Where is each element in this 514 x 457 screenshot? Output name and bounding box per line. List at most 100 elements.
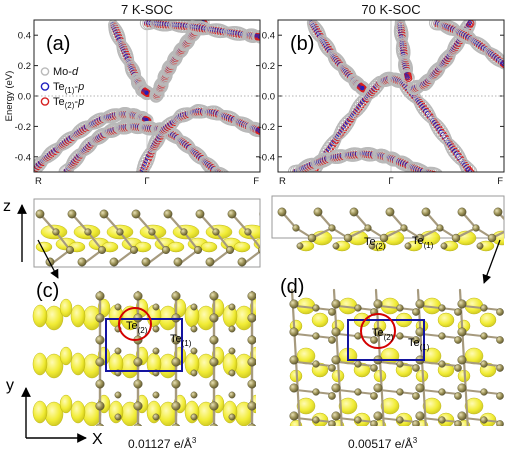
atom bbox=[190, 347, 198, 355]
atom bbox=[247, 401, 256, 411]
band-point-mo bbox=[215, 167, 229, 172]
band-point-te2 bbox=[500, 60, 504, 69]
atom bbox=[480, 416, 488, 424]
atom bbox=[454, 336, 462, 344]
atom bbox=[457, 327, 467, 337]
atom bbox=[35, 209, 45, 219]
atom bbox=[480, 360, 488, 368]
atom bbox=[109, 257, 119, 267]
atom bbox=[247, 357, 256, 367]
density-lobe bbox=[464, 397, 484, 415]
atom bbox=[421, 207, 431, 217]
atom bbox=[228, 303, 236, 311]
band-point-mo bbox=[355, 81, 370, 96]
band-point-te1 bbox=[360, 85, 365, 91]
atom bbox=[487, 233, 497, 243]
bond bbox=[278, 250, 294, 262]
atom bbox=[331, 299, 341, 309]
band-point-mo bbox=[447, 41, 462, 55]
plot-a-legend: Mo-d Te(1)-pTe(2)-p bbox=[40, 66, 84, 110]
atom bbox=[289, 327, 299, 337]
atom bbox=[171, 357, 181, 367]
atom bbox=[354, 304, 362, 312]
atom bbox=[171, 401, 181, 411]
highlight-circle-c bbox=[118, 307, 152, 341]
band-point-mo bbox=[429, 168, 443, 172]
ytick-label: -0.4 bbox=[259, 152, 275, 163]
atom bbox=[173, 257, 183, 267]
atom bbox=[496, 392, 504, 400]
atom bbox=[209, 423, 219, 426]
band-point-mo bbox=[336, 120, 352, 135]
band-point-te2 bbox=[435, 171, 439, 172]
plot-a-bands bbox=[34, 20, 260, 179]
band-point-mo bbox=[429, 118, 443, 132]
atom bbox=[209, 357, 219, 367]
band-point-te1 bbox=[219, 173, 223, 177]
atom bbox=[171, 423, 181, 426]
unit-cell-c bbox=[105, 318, 183, 372]
band-point-mo bbox=[212, 166, 226, 172]
band-point-te1 bbox=[432, 172, 436, 176]
band-point-mo bbox=[460, 160, 474, 172]
atom bbox=[400, 224, 408, 232]
atom bbox=[472, 224, 480, 232]
band-point-te2 bbox=[220, 173, 226, 179]
atom bbox=[114, 347, 122, 355]
atom bbox=[152, 325, 160, 333]
highlight-circle-d bbox=[360, 313, 396, 349]
atom bbox=[364, 224, 372, 232]
y-axis-label: y bbox=[6, 377, 14, 394]
band-point-te1 bbox=[138, 173, 142, 177]
atom bbox=[454, 364, 462, 372]
band-point-te2 bbox=[432, 171, 438, 172]
density-lobe bbox=[200, 241, 218, 253]
atom bbox=[131, 209, 141, 219]
atom bbox=[289, 383, 299, 393]
panel-c-label: (c) bbox=[36, 280, 59, 302]
band-point-mo bbox=[464, 20, 477, 30]
density-lobe bbox=[380, 397, 400, 415]
atom bbox=[133, 291, 143, 301]
atom bbox=[476, 242, 484, 250]
atom bbox=[133, 423, 143, 426]
side-te1-label: Te(1) bbox=[412, 235, 434, 250]
density-lobe bbox=[70, 400, 86, 424]
top-view-c-atoms bbox=[32, 290, 256, 426]
density-lobe bbox=[59, 346, 73, 366]
xtick-label: R bbox=[35, 176, 42, 187]
bond bbox=[54, 230, 72, 252]
bond bbox=[150, 230, 168, 252]
band-point-te2 bbox=[467, 168, 475, 172]
band-point-mo bbox=[216, 168, 229, 172]
band-point-mo bbox=[139, 85, 155, 101]
atom bbox=[354, 388, 362, 396]
atom bbox=[412, 364, 420, 372]
plot-b-title: 70 K-SOC bbox=[361, 2, 420, 17]
atom bbox=[457, 299, 467, 309]
atom bbox=[412, 392, 420, 400]
atom bbox=[412, 420, 420, 426]
band-point-te2 bbox=[220, 171, 224, 172]
atom bbox=[312, 332, 320, 340]
panel-d-label: (d) bbox=[280, 276, 304, 298]
atom bbox=[331, 327, 341, 337]
atom bbox=[95, 379, 105, 389]
atom bbox=[133, 357, 143, 367]
band-point-te1 bbox=[431, 171, 434, 172]
band-point-mo bbox=[430, 120, 445, 135]
projection-arrow-c bbox=[37, 239, 59, 279]
atom bbox=[190, 303, 198, 311]
ytick-label: 0.0 bbox=[262, 92, 275, 103]
atom bbox=[116, 228, 124, 236]
atom bbox=[171, 379, 181, 389]
atom bbox=[328, 224, 336, 232]
atom bbox=[148, 228, 156, 236]
side-view-c-atoms bbox=[35, 209, 294, 267]
atom bbox=[209, 313, 219, 323]
atom bbox=[438, 360, 446, 368]
atom bbox=[152, 413, 160, 421]
atom bbox=[509, 225, 514, 232]
atom bbox=[312, 388, 320, 396]
atom bbox=[190, 325, 198, 333]
